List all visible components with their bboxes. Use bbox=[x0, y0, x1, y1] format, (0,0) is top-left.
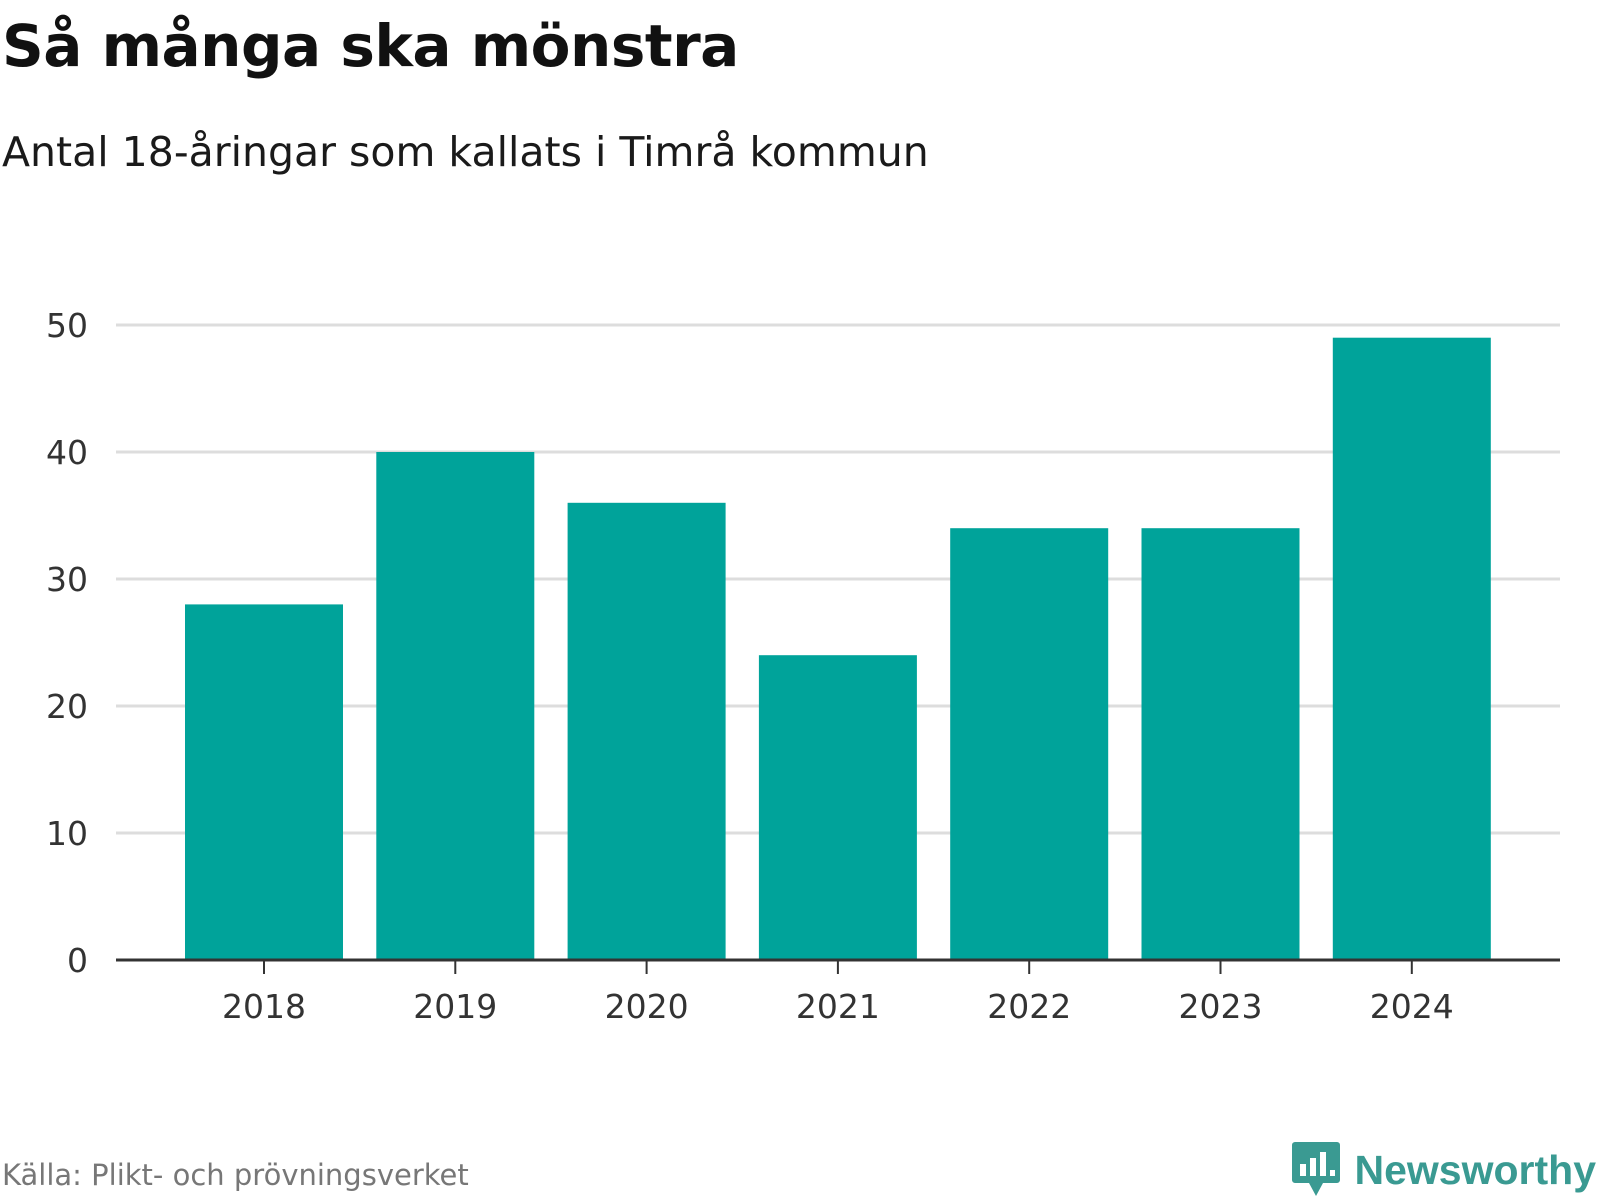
newsworthy-logo-icon bbox=[1291, 1142, 1340, 1196]
y-tick-label-50: 50 bbox=[46, 306, 88, 345]
x-tick-label-2024: 2024 bbox=[1370, 987, 1454, 1026]
y-tick-label-30: 30 bbox=[46, 560, 88, 599]
y-tick-label-10: 10 bbox=[46, 814, 88, 853]
brand-name: Newsworthy bbox=[1354, 1146, 1597, 1193]
x-tick-label-2020: 2020 bbox=[605, 987, 689, 1026]
chart-title: Så många ska mönstra bbox=[2, 12, 739, 80]
bar-2023 bbox=[1141, 528, 1300, 960]
y-tick-label-20: 20 bbox=[46, 687, 88, 726]
brand-logo: Newsworthy bbox=[1291, 1140, 1597, 1200]
x-tick-label-2018: 2018 bbox=[222, 987, 306, 1026]
y-tick-label-40: 40 bbox=[46, 433, 88, 472]
bar-2018 bbox=[185, 604, 343, 960]
bar-2021 bbox=[758, 655, 917, 960]
bar-2020 bbox=[567, 502, 726, 960]
y-tick-label-0: 0 bbox=[67, 941, 88, 980]
x-tick-label-2019: 2019 bbox=[413, 987, 497, 1026]
source-note: Källa: Plikt- och prövningsverket bbox=[2, 1158, 469, 1192]
chart-subtitle: Antal 18-åringar som kallats i Timrå kom… bbox=[2, 128, 929, 176]
bar-2024 bbox=[1332, 337, 1491, 960]
x-tick-label-2023: 2023 bbox=[1179, 987, 1263, 1026]
bar-2022 bbox=[950, 528, 1109, 960]
x-tick-label-2022: 2022 bbox=[987, 987, 1071, 1026]
x-tick-label-2021: 2021 bbox=[796, 987, 880, 1026]
bar-2019 bbox=[376, 452, 535, 960]
